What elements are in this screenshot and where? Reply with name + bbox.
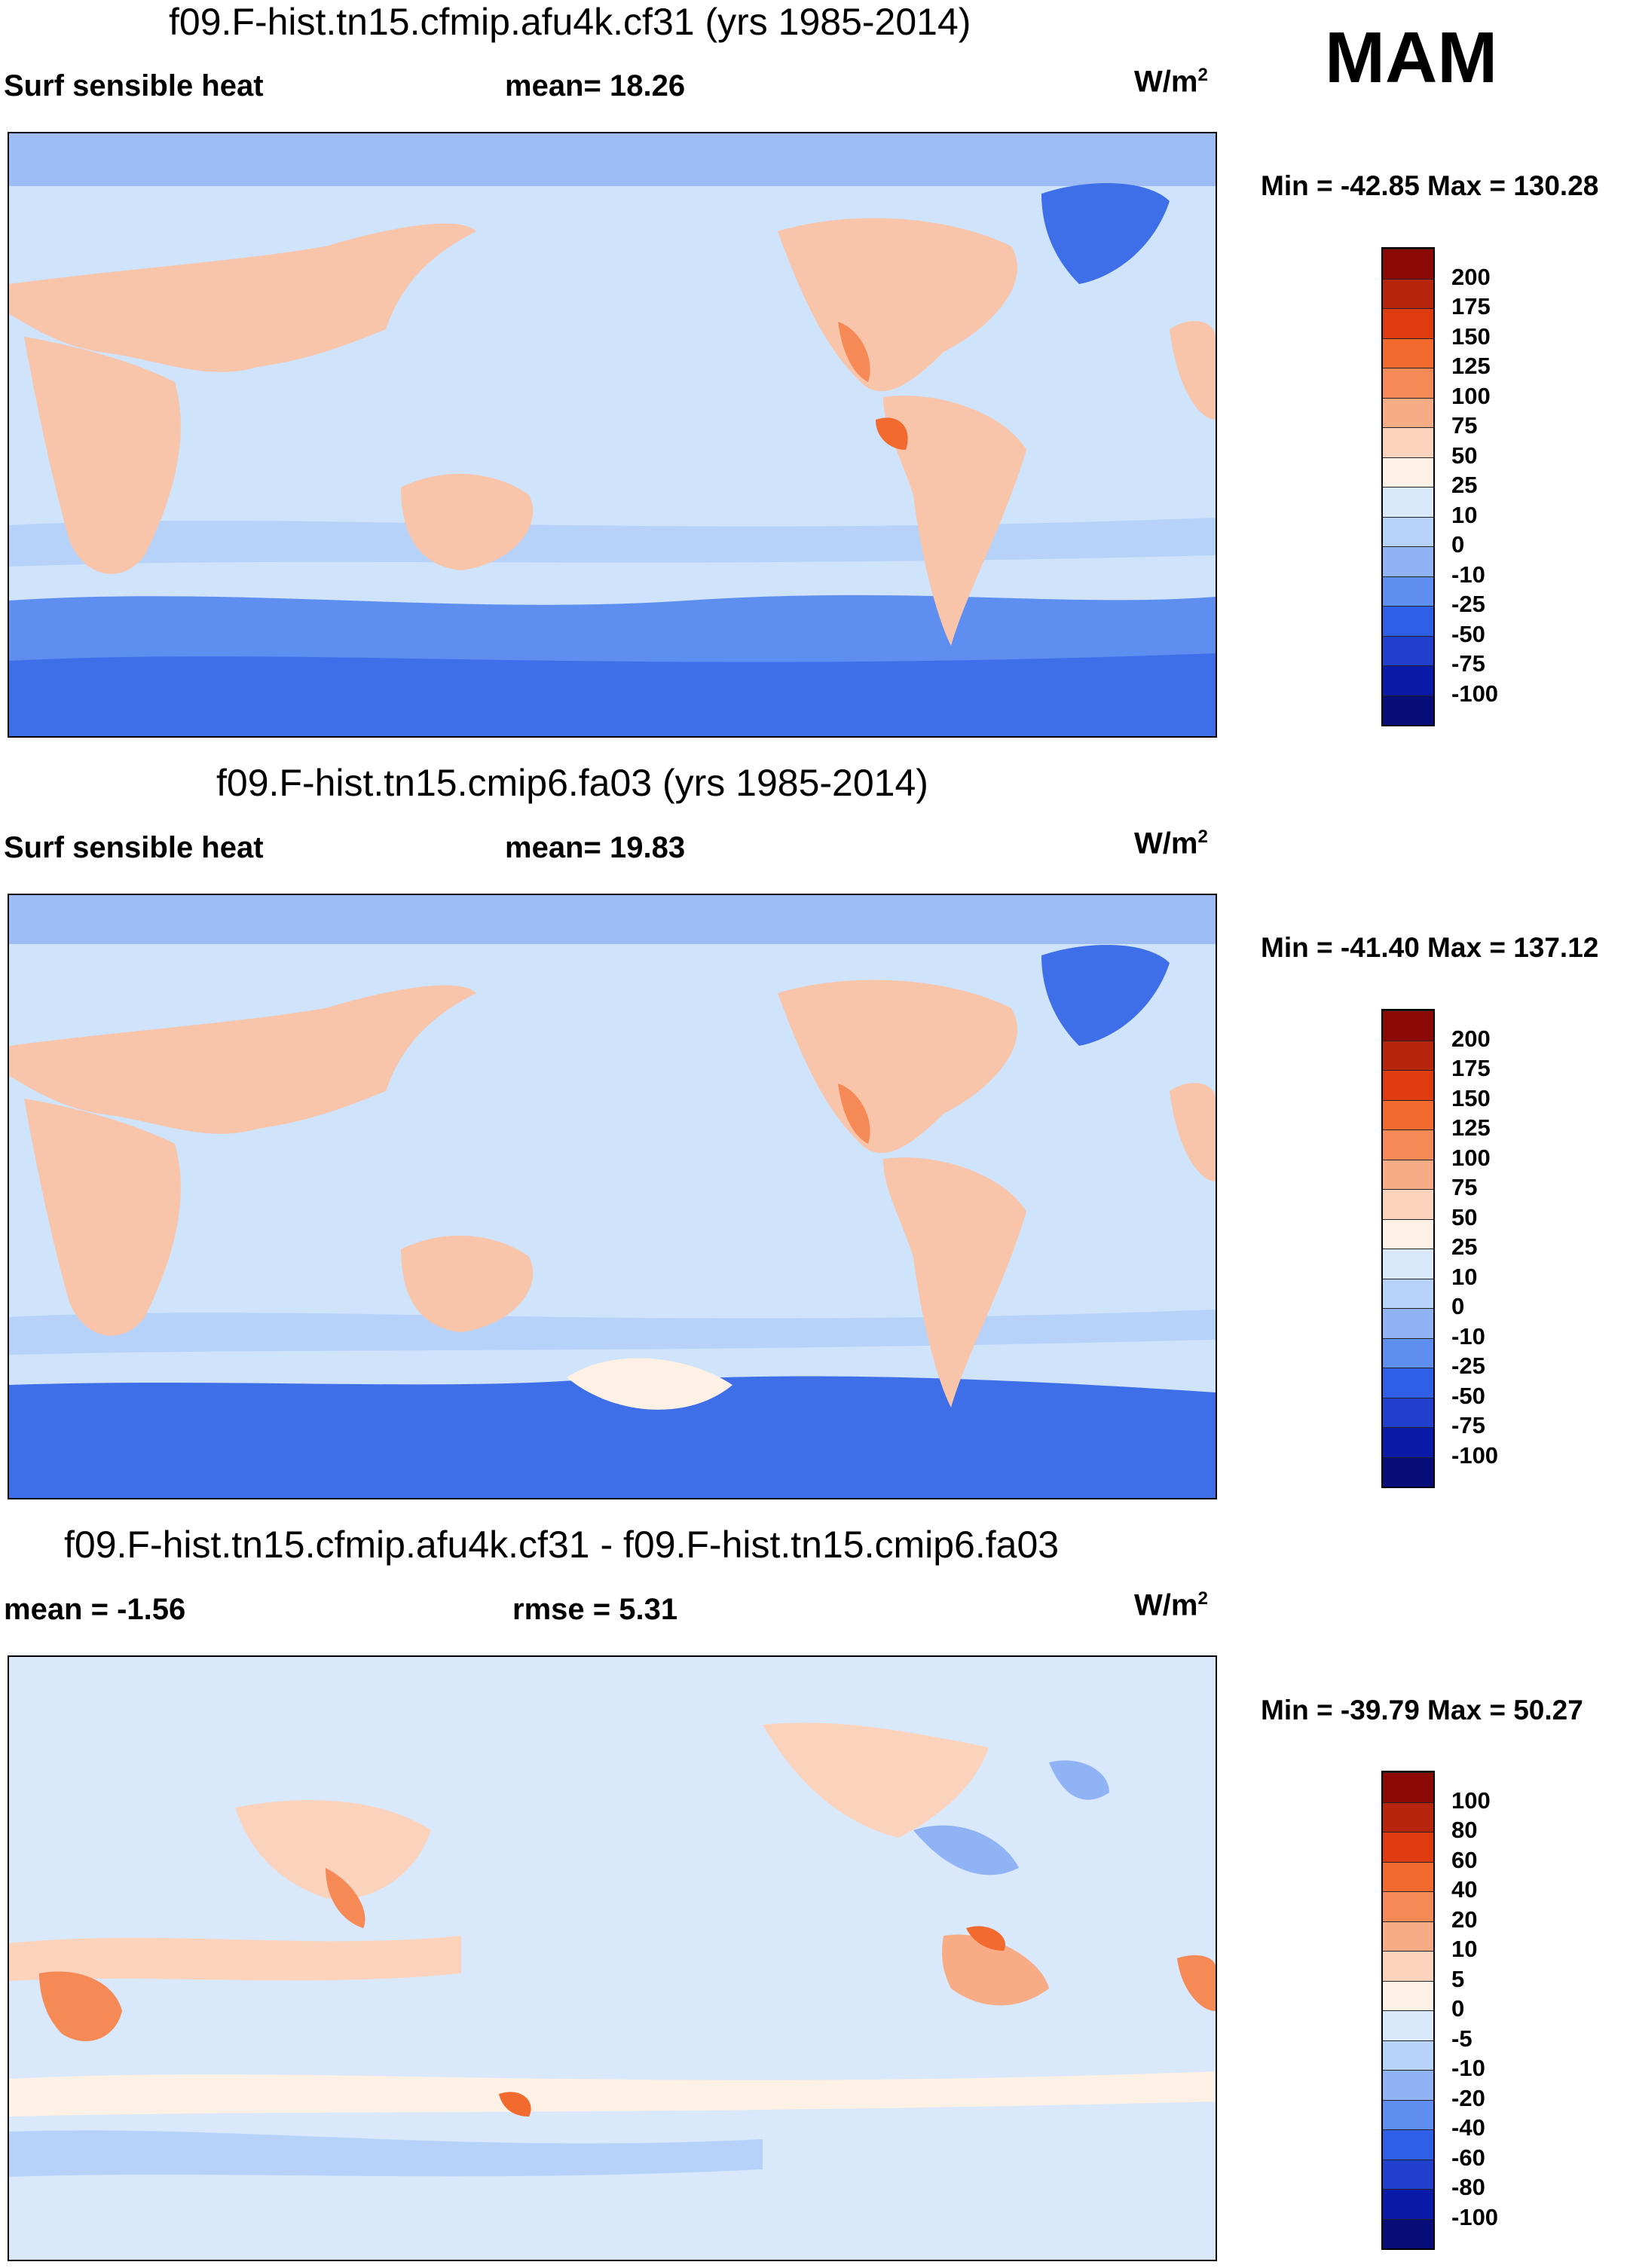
colorbar-label: 175 [1451, 293, 1491, 319]
panel-3-mean-label: mean = -1.56 [4, 1593, 186, 1626]
colorbar-label: -10 [1451, 2055, 1485, 2081]
colorbar-label: -20 [1451, 2084, 1485, 2111]
colorbar-label: 20 [1451, 1906, 1478, 1933]
colorbar-label: 75 [1451, 412, 1478, 439]
colorbar-label: 50 [1451, 1203, 1478, 1230]
panel-2-mean-label: mean= 19.83 [505, 831, 686, 864]
panel-1-colorbar [1381, 247, 1435, 726]
colorbar-label: 175 [1451, 1055, 1491, 1081]
colorbar-label: -80 [1451, 2174, 1485, 2200]
panel-1-title: f09.F-hist.tn15.cfmip.afu4k.cf31 (yrs 19… [169, 1, 971, 43]
colorbar-label: 5 [1451, 1965, 1465, 1992]
colorbar-label: 10 [1451, 1263, 1478, 1290]
colorbar-label: 200 [1451, 1025, 1491, 1052]
panel-2-title: f09.F-hist.tn15.cmip6.fa03 (yrs 1985-201… [216, 762, 928, 804]
colorbar-label: 75 [1451, 1174, 1478, 1200]
colorbar-label: -10 [1451, 1322, 1485, 1349]
colorbar-label: 50 [1451, 442, 1478, 469]
colorbar-label: 25 [1451, 1233, 1478, 1260]
panel-3-rmse-label: rmse = 5.31 [512, 1593, 678, 1626]
panel-3-title: f09.F-hist.tn15.cfmip.afu4k.cf31 - f09.F… [64, 1524, 1060, 1566]
colorbar-label: 80 [1451, 1817, 1478, 1843]
colorbar-label: 125 [1451, 1114, 1491, 1141]
colorbar-label: -40 [1451, 2114, 1485, 2141]
colorbar-label: 125 [1451, 353, 1491, 379]
colorbar-label: -100 [1451, 680, 1499, 707]
colorbar-label: -50 [1451, 1382, 1485, 1409]
colorbar-label: -25 [1451, 1353, 1485, 1379]
panel-2-variable-label: Surf sensible heat [4, 831, 264, 864]
colorbar-label: 10 [1451, 501, 1478, 528]
panel-3-map [8, 1655, 1217, 2261]
colorbar-label: -100 [1451, 1441, 1499, 1469]
season-label: MAM [1325, 17, 1498, 98]
panel-1-variable-label: Surf sensible heat [4, 69, 264, 102]
panel-2-colorbar [1381, 1009, 1435, 1488]
colorbar-label: -50 [1451, 620, 1485, 647]
colorbar-label: 25 [1451, 472, 1478, 498]
colorbar-label: -100 [1451, 2203, 1499, 2230]
panel-3-units-label: W/m2 [1134, 1588, 1208, 1622]
panel-2-map-svg [9, 895, 1216, 1498]
colorbar-label: 100 [1451, 1144, 1491, 1171]
colorbar-label: 0 [1451, 1995, 1465, 2022]
panel-3-colorbar [1381, 1771, 1435, 2250]
colorbar-label: -10 [1451, 561, 1485, 588]
panel-2-map [8, 894, 1217, 1499]
colorbar-label: 0 [1451, 531, 1465, 558]
colorbar-label: -5 [1451, 2025, 1473, 2052]
panel-2-minmax: Min = -41.40 Max = 137.12 [1261, 932, 1599, 963]
colorbar-label: 100 [1451, 1787, 1491, 1814]
colorbar-label: -75 [1451, 1412, 1485, 1438]
colorbar-label: -25 [1451, 591, 1485, 617]
colorbar-label: 200 [1451, 263, 1491, 290]
panel-1-map-svg [9, 133, 1216, 736]
colorbar-label: 0 [1451, 1293, 1465, 1319]
panel-1-map [8, 132, 1217, 738]
panel-3-map-svg [9, 1657, 1216, 2260]
colorbar-label: 40 [1451, 1876, 1478, 1903]
panel-1-mean-label: mean= 18.26 [505, 69, 686, 102]
colorbar-label: 150 [1451, 1084, 1491, 1111]
panel-1-minmax: Min = -42.85 Max = 130.28 [1261, 170, 1599, 201]
panel-3-minmax: Min = -39.79 Max = 50.27 [1261, 1695, 1583, 1725]
colorbar-label: -60 [1451, 2144, 1485, 2171]
colorbar-label: 100 [1451, 382, 1491, 409]
colorbar-label: -75 [1451, 650, 1485, 677]
colorbar-label: 60 [1451, 1846, 1478, 1873]
panel-1-units-label: W/m2 [1134, 65, 1208, 99]
panel-2-units-label: W/m2 [1134, 827, 1208, 860]
colorbar-label: 10 [1451, 1936, 1478, 1962]
colorbar-label: 150 [1451, 322, 1491, 350]
